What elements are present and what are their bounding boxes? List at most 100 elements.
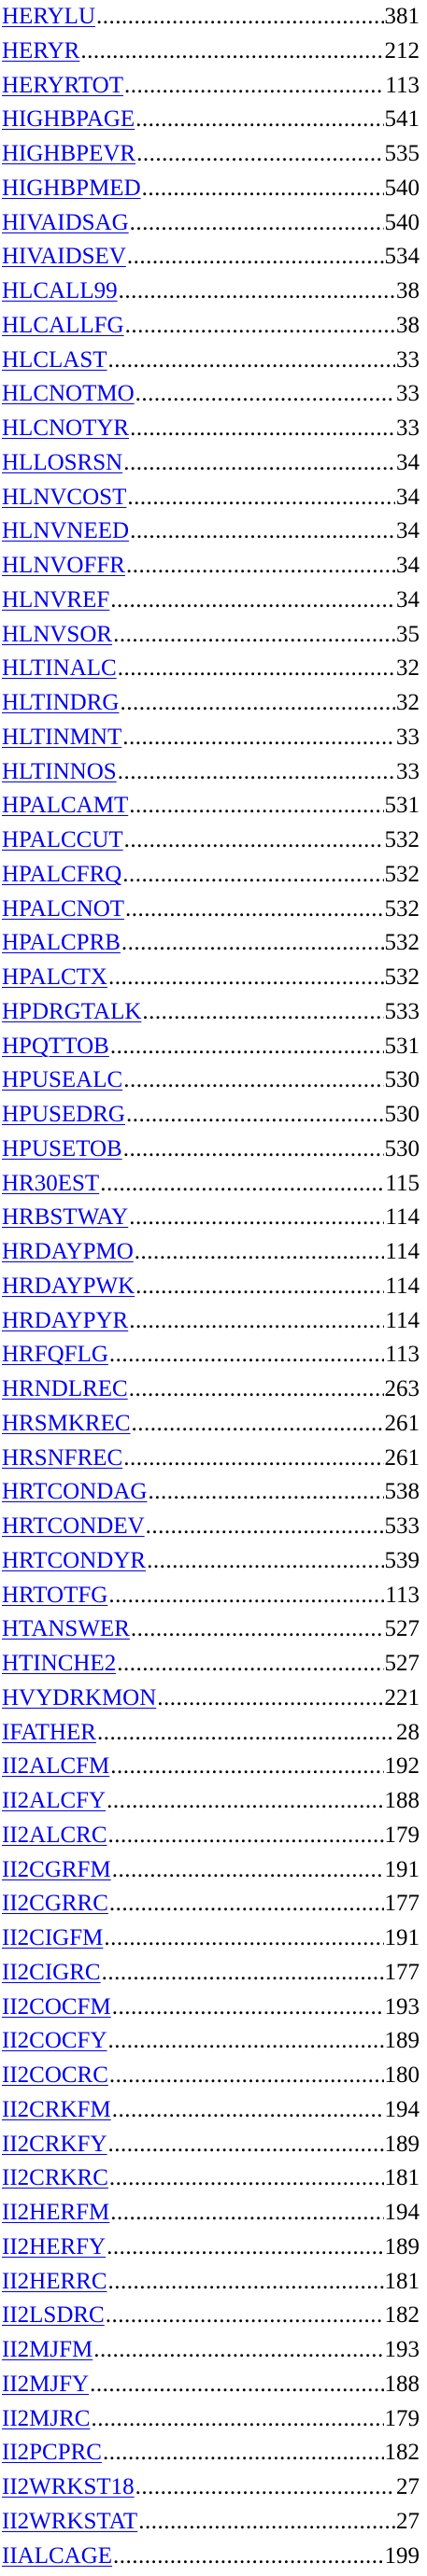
index-term-link[interactable]: HLNVNEED <box>2 518 130 544</box>
index-entry: II2HERRC 181 <box>0 2265 427 2300</box>
index-entry: HRTOTFG 113 <box>0 1579 427 1613</box>
page-number: 34 <box>396 518 420 544</box>
index-term-link[interactable]: II2CGRRC <box>2 1891 108 1917</box>
index-term-link[interactable]: HLCNOTYR <box>2 415 130 441</box>
index-term-link[interactable]: II2CRKRC <box>2 2165 108 2191</box>
page-number: 188 <box>384 1788 420 1813</box>
index-term-link[interactable]: II2CRKFM <box>2 2096 111 2122</box>
index-term-link[interactable]: HIVAIDSAG <box>2 209 129 235</box>
index-term-link[interactable]: II2HERRC <box>2 2268 107 2294</box>
index-term-link[interactable]: HPALCTX <box>2 964 107 990</box>
index-term-link[interactable]: HPALCPRB <box>2 930 121 956</box>
index-term-link[interactable]: HRFQFLG <box>2 1342 108 1368</box>
index-term-link[interactable]: HLNVCOST <box>2 484 127 510</box>
index-entry: II2CIGFM 191 <box>0 1921 427 1956</box>
index-term-link[interactable]: II2ALCRC <box>2 1822 107 1848</box>
index-term-link[interactable]: HIVAIDSEV <box>2 244 126 270</box>
page-number: 194 <box>384 2200 420 2225</box>
index-term-link[interactable]: II2COCFM <box>2 1993 111 2020</box>
index-term-link[interactable]: HR30EST <box>2 1170 100 1196</box>
index-term-link[interactable]: II2HERFM <box>2 2200 110 2225</box>
index-term-link[interactable]: HVYDRKMON <box>2 1684 157 1710</box>
index-term-link[interactable]: II2ALCFY <box>2 1788 107 1813</box>
index-term-link[interactable]: II2CGRFM <box>2 1856 111 1882</box>
index-term-link[interactable]: HERYR <box>2 37 80 63</box>
index-entry: HRTCONDAG 538 <box>0 1475 427 1510</box>
index-term-link[interactable]: HRSMKREC <box>2 1410 131 1436</box>
index-term-link[interactable]: HLCNOTMO <box>2 381 135 407</box>
index-term-link[interactable]: HLCLAST <box>2 346 107 373</box>
index-entry: HIGHBPAGE 541 <box>0 103 427 137</box>
index-term-link[interactable]: HRDAYPWK <box>2 1273 135 1299</box>
index-term-link[interactable]: HERYLU <box>2 4 95 29</box>
index-entry: HLTINNOS 33 <box>0 755 427 790</box>
index-term-link[interactable]: II2MJRC <box>2 2405 91 2431</box>
index-term-link[interactable]: II2WRKST18 <box>2 2474 135 2499</box>
index-term-link[interactable]: HLNVOFFR <box>2 553 125 578</box>
index-term-link[interactable]: HPUSETOB <box>2 1135 122 1161</box>
index-term-link[interactable]: HLCALLFG <box>2 312 124 338</box>
index-term-link[interactable]: II2PCPRC <box>2 2440 102 2466</box>
index-term-link[interactable]: HLLOSRSN <box>2 449 123 475</box>
index-term-link[interactable]: HRTCONDAG <box>2 1479 148 1505</box>
index-entry: HLCNOTMO 33 <box>0 377 427 412</box>
index-term-link[interactable]: HLTINDRG <box>2 690 120 715</box>
index-term-link[interactable]: HRSNFREC <box>2 1444 123 1471</box>
page-number: 180 <box>384 2062 420 2088</box>
page-number: 539 <box>384 1547 420 1573</box>
index-term-link[interactable]: HIGHBPEVR <box>2 141 136 166</box>
index-term-link[interactable]: HPUSEDRG <box>2 1102 125 1127</box>
dot-leader <box>125 893 383 927</box>
dot-leader <box>108 2024 384 2059</box>
index-term-link[interactable]: HLTINALC <box>2 655 117 682</box>
dot-leader <box>127 481 395 515</box>
index-term-link[interactable]: II2COCRC <box>2 2062 108 2088</box>
index-term-link[interactable]: IFATHER <box>2 1719 96 1745</box>
index-term-link[interactable]: HRDAYPYR <box>2 1307 129 1333</box>
dot-leader <box>135 377 395 412</box>
index-term-link[interactable]: HPALCFRQ <box>2 861 122 887</box>
index-entry: II2WRKST18 27 <box>0 2470 427 2505</box>
index-term-link[interactable]: HTINCHE2 <box>2 1651 117 1676</box>
index-term-link[interactable]: HPALCCUT <box>2 827 123 852</box>
index-term-link[interactable]: II2HERFY <box>2 2233 107 2259</box>
dot-leader <box>130 206 384 241</box>
index-term-link[interactable]: HLTINNOS <box>2 758 117 784</box>
index-entry: II2CRKRC 181 <box>0 2161 427 2196</box>
index-term-link[interactable]: HRNDLREC <box>2 1376 128 1401</box>
index-term-link[interactable]: II2MJFM <box>2 2337 93 2362</box>
index-term-link[interactable]: HLTINMNT <box>2 724 122 750</box>
index-term-link[interactable]: HIGHBPAGE <box>2 106 135 133</box>
index-term-link[interactable]: HRDAYPMO <box>2 1239 134 1264</box>
index-term-link[interactable]: HLCALL99 <box>2 278 118 303</box>
index-entry: HIVAIDSAG 540 <box>0 206 427 241</box>
index-term-link[interactable]: HERYRTOT <box>2 72 123 98</box>
dot-leader <box>146 1510 384 1544</box>
index-term-link[interactable]: HPUSEALC <box>2 1067 123 1093</box>
page-number: 38 <box>396 278 420 303</box>
index-term-link[interactable]: II2CRKFY <box>2 2131 107 2157</box>
index-term-link[interactable]: HPDRGTALK <box>2 998 142 1024</box>
index-term-link[interactable]: HPQTTOB <box>2 1033 109 1059</box>
page-number: 179 <box>384 2405 420 2431</box>
index-term-link[interactable]: II2WRKSTAT <box>2 2508 138 2534</box>
index-term-link[interactable]: II2LSDRC <box>2 2302 105 2329</box>
index-term-link[interactable]: HRTCONDEV <box>2 1513 145 1539</box>
index-term-link[interactable]: HRBSTWAY <box>2 1204 129 1231</box>
index-term-link[interactable]: HPALCNOT <box>2 895 125 922</box>
index-term-link[interactable]: HPALCAMT <box>2 793 129 819</box>
index-term-link[interactable]: HLNVSOR <box>2 621 113 647</box>
index-term-link[interactable]: II2MJFY <box>2 2371 90 2397</box>
index-term-link[interactable]: IIALCAGE <box>2 2542 113 2569</box>
index-term-link[interactable]: II2CIGFM <box>2 1925 104 1950</box>
dot-leader <box>80 35 383 69</box>
index-term-link[interactable]: HLNVREF <box>2 586 110 612</box>
index-term-link[interactable]: II2ALCFM <box>2 1753 110 1780</box>
index-term-link[interactable]: HIGHBPMED <box>2 175 141 201</box>
index-term-link[interactable]: HRTCONDYR <box>2 1547 147 1573</box>
index-term-link[interactable]: II2COCFY <box>2 2028 107 2054</box>
index-term-link[interactable]: HRTOTFG <box>2 1582 108 1608</box>
index-term-link[interactable]: HTANSWER <box>2 1616 130 1642</box>
index-entry: II2HERFY 189 <box>0 2231 427 2265</box>
index-term-link[interactable]: II2CIGRC <box>2 1959 101 1985</box>
